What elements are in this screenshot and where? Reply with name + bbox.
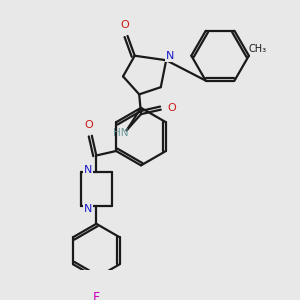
Text: N: N xyxy=(84,165,92,175)
Text: CH₃: CH₃ xyxy=(249,44,267,53)
Text: F: F xyxy=(93,291,100,300)
Text: HN: HN xyxy=(112,128,128,138)
Text: N: N xyxy=(84,204,92,214)
Text: N: N xyxy=(166,51,174,61)
Text: O: O xyxy=(121,20,129,30)
Text: O: O xyxy=(167,103,176,113)
Text: O: O xyxy=(85,120,94,130)
